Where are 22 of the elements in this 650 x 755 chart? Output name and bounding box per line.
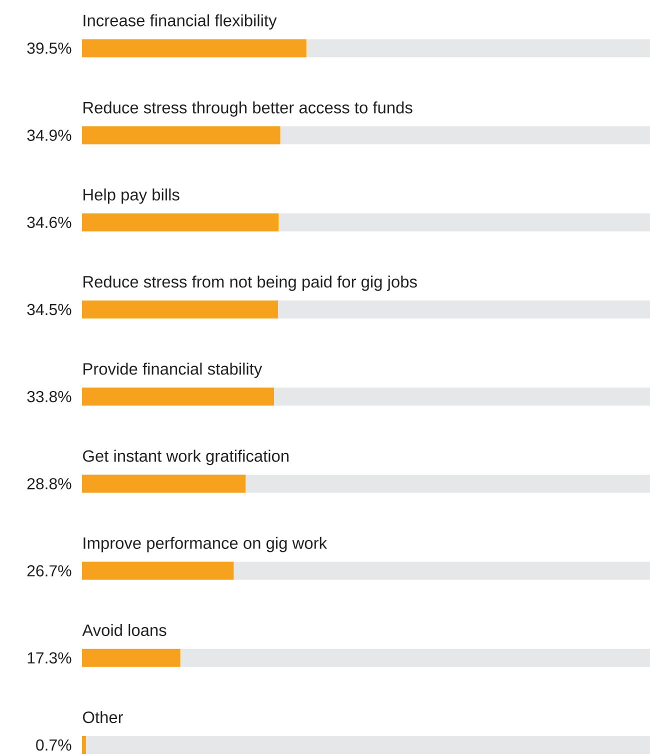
y-tick-label: Improve performance on gig work — [84, 536, 328, 552]
data-label: 28.8% — [27, 478, 72, 490]
bar — [82, 648, 180, 667]
y-tick-label: Help pay bills — [84, 188, 180, 204]
y-tick-label: Avoid loans — [82, 624, 166, 636]
bar — [82, 474, 246, 493]
data-label: 39.5% — [27, 42, 72, 54]
y-tick-label: Provide financial stability — [84, 362, 262, 378]
data-label: 33.8% — [27, 390, 72, 402]
data-label: 0.7% — [36, 739, 72, 751]
data-label: 34.9% — [27, 130, 72, 141]
y-tick-label: Reduce stress from not being paid for gig jobs — [84, 276, 417, 291]
y-tick-label: Increase financial flexibility — [84, 14, 277, 30]
data-label: 26.7% — [27, 565, 72, 576]
bar — [82, 736, 86, 754]
y-tick-label: Get instant work gratification — [83, 450, 289, 466]
data-label: 34.6% — [27, 216, 72, 228]
y-tick-label: Reduce stress through better access to funds — [84, 101, 412, 117]
y-tick-label: Other — [82, 711, 124, 724]
data-label: 17.3% — [28, 652, 72, 664]
data-label: 34.5% — [27, 304, 72, 316]
bar — [82, 562, 234, 580]
